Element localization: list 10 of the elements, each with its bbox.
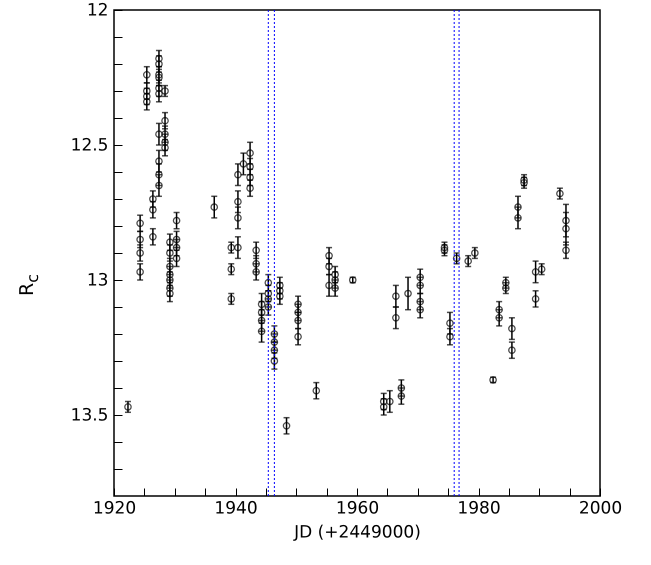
y-tick-label: 12.5 <box>70 136 108 156</box>
y-tick-label: 13 <box>86 270 108 290</box>
x-tick-label: 1920 <box>92 498 136 518</box>
x-axis-title: JD (+2449000) <box>293 522 421 542</box>
x-tick-label: 1940 <box>214 498 258 518</box>
x-tick-label: 1980 <box>457 498 501 518</box>
x-tick-label: 2000 <box>578 498 622 518</box>
x-tick-label: 1960 <box>336 498 380 518</box>
y-tick-label: 12 <box>86 0 108 20</box>
y-tick-label: 13.5 <box>70 406 108 426</box>
